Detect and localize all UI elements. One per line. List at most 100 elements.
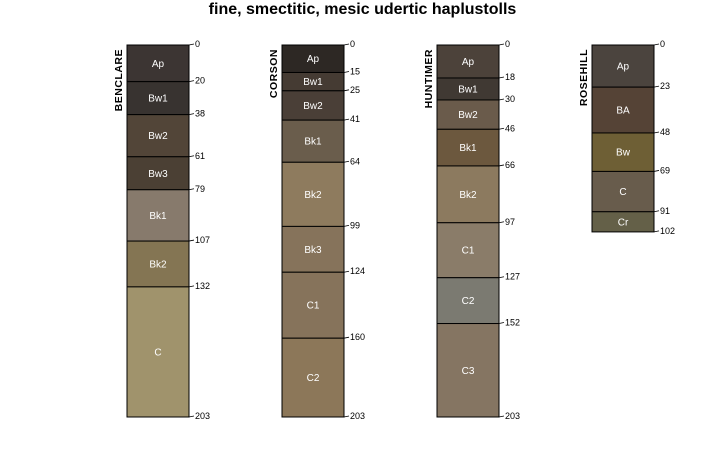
depth-tick bbox=[343, 71, 350, 73]
horizon-label: Cr bbox=[618, 217, 629, 228]
depth-tick bbox=[498, 322, 505, 324]
horizon-label: Bw2 bbox=[303, 101, 323, 112]
horizon-bw3 bbox=[126, 156, 190, 191]
depth-label: 127 bbox=[505, 272, 520, 282]
depth-label: 18 bbox=[505, 72, 515, 82]
horizon-bw bbox=[591, 132, 655, 172]
depth-label: 41 bbox=[350, 114, 360, 124]
depth-tick bbox=[498, 164, 505, 167]
depth-tick bbox=[188, 415, 195, 418]
horizon-bk1 bbox=[281, 119, 345, 163]
depth-tick bbox=[343, 270, 350, 273]
horizon-label: Bk2 bbox=[149, 259, 167, 270]
depth-label: 152 bbox=[505, 318, 520, 328]
horizon-bk2 bbox=[281, 161, 345, 227]
chart-title: fine, smectitic, mesic udertic haplustol… bbox=[208, 1, 517, 18]
horizon-label: Bk3 bbox=[304, 245, 322, 256]
depth-tick bbox=[653, 170, 660, 172]
horizon-label: C1 bbox=[307, 301, 320, 312]
depth-label: 203 bbox=[505, 411, 520, 421]
horizon-label: Ap bbox=[617, 62, 630, 73]
depth-tick bbox=[498, 43, 505, 46]
depth-tick bbox=[653, 43, 660, 46]
depth-tick bbox=[188, 155, 195, 158]
profile-name: BENCLARE bbox=[113, 49, 125, 111]
depth-tick bbox=[498, 276, 505, 279]
horizon-label: Bk2 bbox=[459, 190, 477, 201]
horizon-label: Ap bbox=[462, 57, 475, 68]
horizon-label: C3 bbox=[462, 366, 475, 377]
depth-label: 25 bbox=[350, 85, 360, 95]
depth-label: 0 bbox=[350, 39, 355, 49]
depth-tick bbox=[498, 221, 505, 224]
horizon-label: BA bbox=[616, 106, 630, 117]
horizon-label: Ap bbox=[307, 54, 320, 65]
horizon-bk3 bbox=[281, 225, 345, 273]
horizon-bk1 bbox=[436, 128, 500, 167]
horizon-label: Bw1 bbox=[148, 94, 168, 105]
depth-tick bbox=[653, 131, 660, 134]
horizon-bk1 bbox=[126, 189, 190, 242]
horizon-label: Bw2 bbox=[148, 131, 168, 142]
horizon-label: C bbox=[154, 347, 161, 358]
profile-name: ROSEHILL bbox=[578, 49, 590, 106]
depth-tick bbox=[343, 43, 350, 46]
depth-tick bbox=[653, 85, 660, 88]
soil-profile-huntimer: HUNTIMER Ap Bw1 Bw2 Bk1 Bk2 C1 C2 C3 0 18 30 46 66 97 1… bbox=[423, 39, 520, 421]
horizon-label: Bk1 bbox=[149, 211, 167, 222]
depth-tick bbox=[653, 210, 660, 213]
depth-label: 69 bbox=[660, 165, 670, 175]
horizon-label: Bw2 bbox=[458, 110, 478, 121]
horizon-c bbox=[591, 170, 655, 213]
depth-label: 46 bbox=[505, 123, 515, 133]
depth-label: 203 bbox=[350, 411, 365, 421]
horizon-cr bbox=[591, 211, 655, 233]
horizon-c1 bbox=[436, 222, 500, 279]
horizon-ba bbox=[591, 86, 655, 134]
depth-label: 66 bbox=[505, 160, 515, 170]
depth-tick bbox=[653, 230, 660, 233]
horizon-label: C2 bbox=[307, 373, 320, 384]
horizon-bw2 bbox=[126, 114, 190, 158]
depth-tick bbox=[188, 285, 195, 288]
depth-label: 23 bbox=[660, 81, 670, 91]
soil-profile-benclare: BENCLARE Ap Bw1 Bw2 Bw3 Bk1 Bk2 C 0 20 38 61 79 107 13… bbox=[113, 39, 210, 421]
profile-name: HUNTIMER bbox=[423, 49, 435, 108]
depth-label: 107 bbox=[195, 235, 210, 245]
horizon-c1 bbox=[281, 271, 345, 339]
horizon-c bbox=[126, 286, 190, 418]
depth-label: 61 bbox=[195, 151, 205, 161]
depth-label: 99 bbox=[350, 220, 360, 230]
horizon-ap bbox=[436, 44, 500, 79]
horizon-label: C2 bbox=[462, 296, 475, 307]
depth-label: 0 bbox=[195, 39, 200, 49]
horizon-label: Bk1 bbox=[459, 143, 477, 154]
depth-tick bbox=[498, 98, 505, 101]
depth-tick bbox=[343, 89, 350, 92]
horizon-label: Bw1 bbox=[303, 77, 323, 88]
horizon-label: Bk1 bbox=[304, 137, 322, 148]
soil-profile-rosehill: ROSEHILL Ap BA Bw C Cr 0 23 48 69 91 102 bbox=[578, 39, 675, 236]
horizon-c2 bbox=[281, 337, 345, 418]
horizon-bk2 bbox=[126, 240, 190, 288]
depth-label: 0 bbox=[505, 39, 510, 49]
depth-tick bbox=[343, 118, 350, 121]
depth-label: 97 bbox=[505, 217, 515, 227]
soil-profile-corson: CORSON Ap Bw1 Bw2 Bk1 Bk2 Bk3 C1 C2 0 15 25 41 64 99 12… bbox=[268, 39, 365, 421]
depth-tick bbox=[498, 415, 505, 418]
horizon-ap bbox=[126, 44, 190, 83]
depth-tick bbox=[498, 127, 505, 130]
depth-label: 124 bbox=[350, 266, 365, 276]
horizon-label: C bbox=[619, 187, 626, 198]
depth-tick bbox=[343, 225, 350, 227]
horizon-ap bbox=[281, 44, 345, 73]
depth-tick bbox=[343, 415, 350, 418]
depth-tick bbox=[188, 43, 195, 46]
depth-label: 0 bbox=[660, 39, 665, 49]
depth-label: 38 bbox=[195, 109, 205, 119]
depth-label: 20 bbox=[195, 76, 205, 86]
depth-label: 48 bbox=[660, 127, 670, 137]
depth-label: 64 bbox=[350, 156, 360, 166]
depth-tick bbox=[188, 188, 195, 191]
